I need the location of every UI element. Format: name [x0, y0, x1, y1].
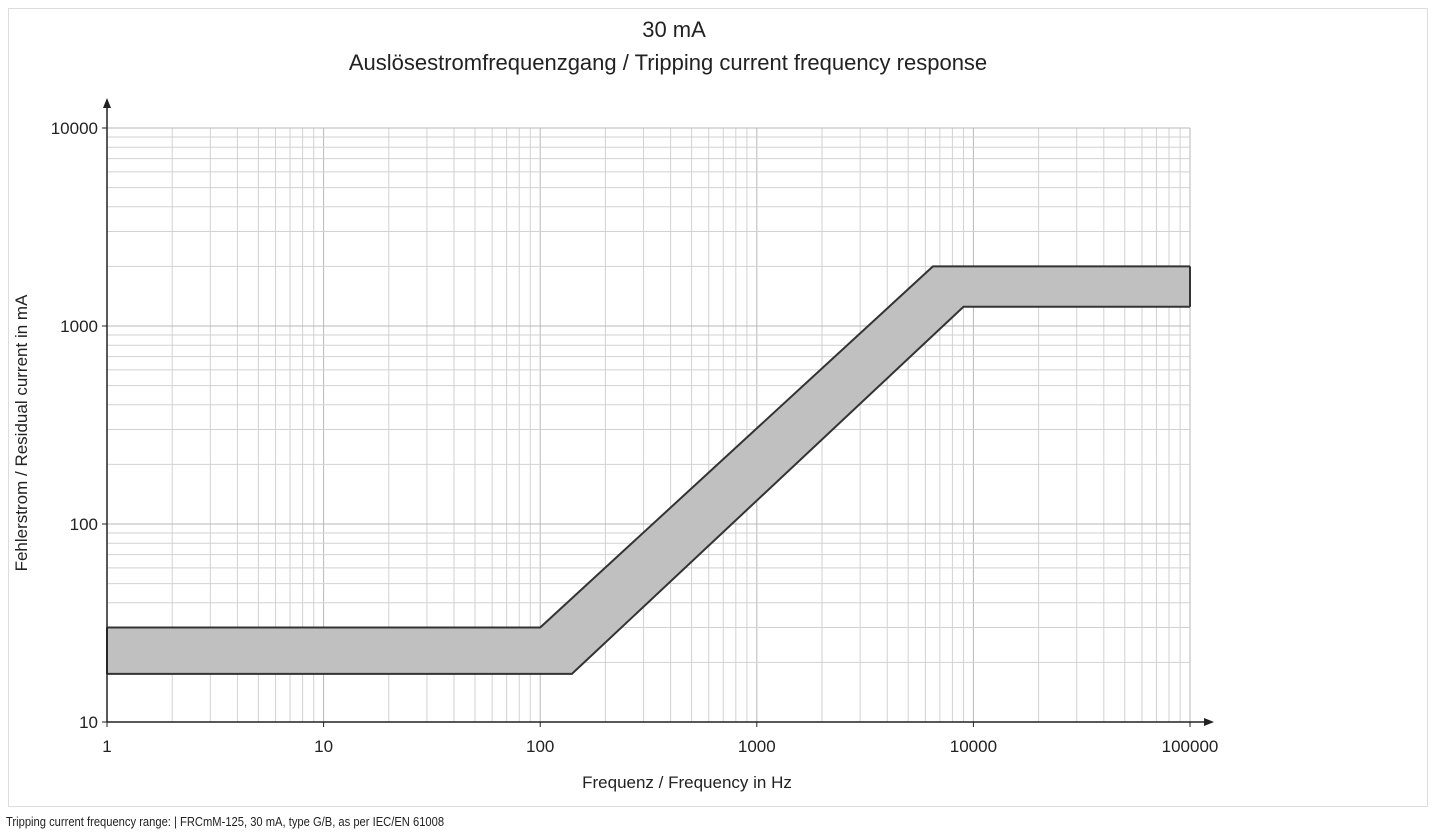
x-tick-label: 1000 — [738, 737, 776, 756]
x-tick-label: 100000 — [1162, 737, 1219, 756]
tripping-band — [106, 265, 1191, 675]
y-axis-arrow — [103, 98, 111, 108]
y-tick-label: 10 — [79, 713, 98, 732]
x-tick-label: 10000 — [950, 737, 997, 756]
x-tick-label: 10 — [314, 737, 333, 756]
y-tick-label: 10000 — [51, 119, 98, 138]
x-axis-arrow — [1204, 718, 1214, 726]
axes — [102, 98, 1214, 727]
y-tick-label: 100 — [70, 515, 98, 534]
y-tick-label: 1000 — [60, 317, 98, 336]
figure-caption: Tripping current frequency range: | FRCm… — [6, 814, 445, 829]
chart-subtitle: Auslösestromfrequenzgang / Tripping curr… — [349, 50, 987, 75]
upper-limit-line — [107, 265, 1190, 629]
chart-title: 30 mA — [642, 17, 706, 42]
lower-limit-line — [107, 305, 1190, 675]
x-axis-label: Frequenz / Frequency in Hz — [582, 773, 792, 792]
x-tick-label: 100 — [526, 737, 554, 756]
y-axis-label: Fehlerstrom / Residual current in mA — [12, 294, 31, 571]
chart: 30 mA Auslösestromfrequenzgang / Trippin… — [12, 17, 1219, 792]
band-fill — [107, 266, 1190, 674]
x-tick-label: 1 — [102, 737, 111, 756]
